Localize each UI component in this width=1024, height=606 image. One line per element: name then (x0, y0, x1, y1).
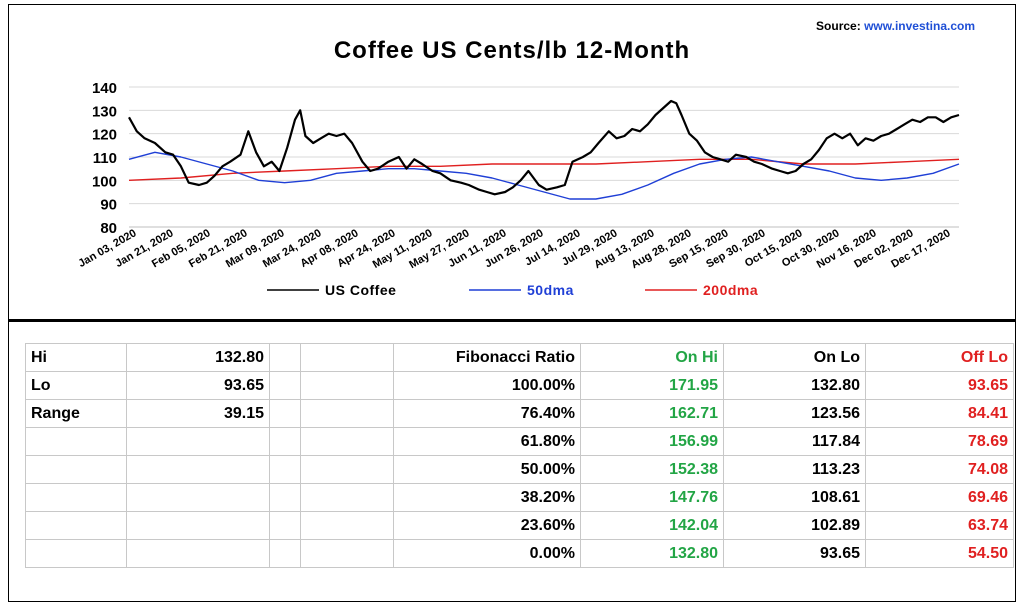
off-lo-cell: 54.50 (865, 539, 1014, 568)
stat-value: 39.15 (126, 399, 270, 428)
stat-value: 132.80 (126, 343, 270, 372)
stat-value (126, 511, 270, 540)
series-line-us-coffee (128, 99, 960, 196)
ratio-cell: 50.00% (393, 455, 581, 484)
legend-label: US Coffee (325, 282, 396, 298)
fibonacci-table: Hi 132.80 Fibonacci Ratio On Hi On Lo Off Lo L… (25, 343, 1014, 568)
stat-value (126, 427, 270, 456)
y-tick-label: 130 (92, 103, 117, 120)
header-off-lo: Off Lo (865, 343, 1014, 372)
stat-value (126, 539, 270, 568)
spacer-cell (300, 483, 394, 512)
y-tick-label: 100 (92, 173, 117, 190)
y-tick-label: 140 (92, 80, 117, 97)
on-lo-cell: 117.84 (723, 427, 866, 456)
spacer-cell (269, 399, 301, 428)
chart-title: Coffee US Cents/lb 12-Month (333, 37, 691, 64)
off-lo-cell: 84.41 (865, 399, 1014, 428)
legend-label: 200dma (703, 282, 758, 298)
series-line-200dma (128, 158, 960, 181)
source-link[interactable]: www.investina.com (864, 19, 975, 33)
spacer-cell (300, 511, 394, 540)
table-row: 0.00% 132.80 93.65 54.50 (25, 539, 1014, 568)
off-lo-cell: 63.74 (865, 511, 1014, 540)
on-lo-cell: 113.23 (723, 455, 866, 484)
stat-label (25, 427, 127, 456)
y-tick-label: 120 (92, 127, 117, 144)
stat-label (25, 539, 127, 568)
table-row: 23.60% 142.04 102.89 63.74 (25, 511, 1014, 540)
spacer-cell (269, 371, 301, 400)
on-hi-cell: 152.38 (580, 455, 724, 484)
off-lo-cell: 78.69 (865, 427, 1014, 456)
on-hi-cell: 156.99 (580, 427, 724, 456)
ratio-cell: 0.00% (393, 539, 581, 568)
source-prefix: Source: (816, 19, 861, 33)
on-hi-cell: 142.04 (580, 511, 724, 540)
table-row: 38.20% 147.76 108.61 69.46 (25, 483, 1014, 512)
stat-label (25, 455, 127, 484)
ratio-cell: 38.20% (393, 483, 581, 512)
header-on-hi: On Hi (580, 343, 724, 372)
spacer-cell (300, 539, 394, 568)
off-lo-cell: 69.46 (865, 483, 1014, 512)
spacer-cell (300, 371, 394, 400)
stat-value (126, 455, 270, 484)
ratio-cell: 61.80% (393, 427, 581, 456)
fibonacci-panel: Hi 132.80 Fibonacci Ratio On Hi On Lo Off Lo L… (8, 320, 1016, 602)
on-lo-cell: 102.89 (723, 511, 866, 540)
spacer-cell (269, 343, 301, 372)
header-fibonacci-ratio: Fibonacci Ratio (393, 343, 581, 372)
y-tick-label: 80 (100, 220, 117, 237)
spacer-cell (269, 539, 301, 568)
stat-label: Range (25, 399, 127, 428)
on-hi-cell: 147.76 (580, 483, 724, 512)
on-hi-cell: 171.95 (580, 371, 724, 400)
spacer-cell (269, 427, 301, 456)
on-lo-cell: 108.61 (723, 483, 866, 512)
ratio-cell: 100.00% (393, 371, 581, 400)
header-on-lo: On Lo (723, 343, 866, 372)
off-lo-cell: 93.65 (865, 371, 1014, 400)
chart-panel: 80 90 100 110 120 130 140 Jan 03, 2020 Jan 21, 2… (8, 4, 1016, 320)
table-row: 61.80% 156.99 117.84 78.69 (25, 427, 1014, 456)
spacer-cell (269, 455, 301, 484)
spacer-cell (300, 427, 394, 456)
spacer-cell (300, 399, 394, 428)
on-lo-cell: 132.80 (723, 371, 866, 400)
table-row: Range 39.15 76.40% 162.71 123.56 84.41 (25, 399, 1014, 428)
ratio-cell: 76.40% (393, 399, 581, 428)
stat-label (25, 483, 127, 512)
y-tick-label: 110 (93, 150, 117, 167)
stat-value (126, 483, 270, 512)
series-line-50dma (128, 151, 960, 200)
stat-label (25, 511, 127, 540)
y-tick-label: 90 (100, 197, 117, 214)
on-lo-cell: 123.56 (723, 399, 866, 428)
on-hi-cell: 132.80 (580, 539, 724, 568)
stat-label: Hi (25, 343, 127, 372)
spacer-cell (269, 511, 301, 540)
off-lo-cell: 74.08 (865, 455, 1014, 484)
stat-value: 93.65 (126, 371, 270, 400)
spacer-cell (300, 455, 394, 484)
spacer-cell (300, 343, 394, 372)
spacer-cell (269, 483, 301, 512)
table-row: 50.00% 152.38 113.23 74.08 (25, 455, 1014, 484)
table-header-row: Hi 132.80 Fibonacci Ratio On Hi On Lo Off Lo (25, 343, 1014, 372)
table-row: Lo 93.65 100.00% 171.95 132.80 93.65 (25, 371, 1014, 400)
source-credit: Source: www.investina.com (816, 19, 975, 33)
on-lo-cell: 93.65 (723, 539, 866, 568)
ratio-cell: 23.60% (393, 511, 581, 540)
legend-label: 50dma (527, 282, 574, 298)
stat-label: Lo (25, 371, 127, 400)
on-hi-cell: 162.71 (580, 399, 724, 428)
